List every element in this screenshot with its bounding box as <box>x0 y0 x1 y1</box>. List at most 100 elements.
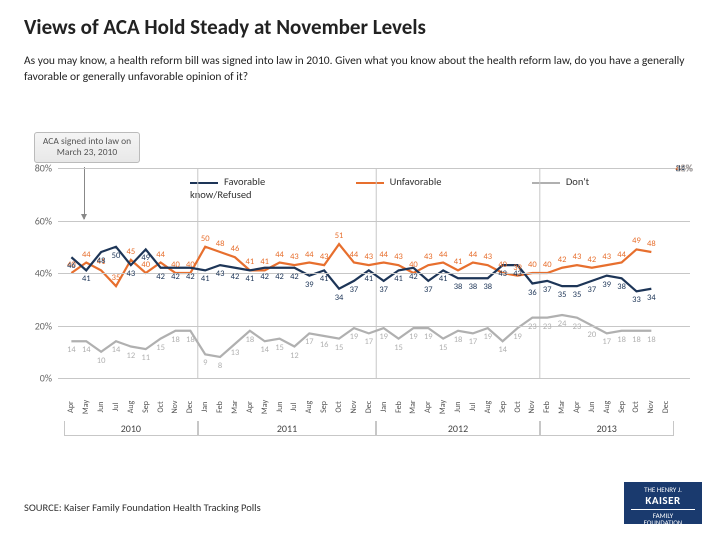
dontknow-value-label: 18 <box>171 335 180 345</box>
x-tick-label: Feb <box>394 401 404 413</box>
dontknow-value-label: 15 <box>156 343 165 353</box>
x-tick-label: Jun <box>453 402 463 413</box>
favorable-value-label: 42 <box>156 272 165 282</box>
x-tick-label: Nov <box>170 401 180 414</box>
unfavorable-value-label: 43 <box>424 252 433 262</box>
x-tick-label: Jan <box>200 402 210 413</box>
favorable-value-label: 42 <box>409 272 418 282</box>
dontknow-value-label: 19 <box>483 332 492 342</box>
logo-text: FOUNDATION <box>627 519 699 527</box>
unfavorable-value-label: 48 <box>216 239 225 249</box>
dontknow-value-label: 15 <box>335 343 344 353</box>
unfavorable-value-label: 43 <box>483 252 492 262</box>
year-label: 2012 <box>376 421 540 436</box>
favorable-value-label: 38 <box>454 282 463 292</box>
unfavorable-value-label: 44 <box>275 250 284 260</box>
unfavorable-value-label: 40 <box>528 260 537 270</box>
favorable-value-label: 36 <box>528 288 537 298</box>
x-tick-label: Aug <box>304 401 314 414</box>
x-tick-label: Mar <box>230 400 240 413</box>
x-tick-label: Jul <box>111 403 121 412</box>
dontknow-value-label: 15 <box>275 343 284 353</box>
x-tick-label: May <box>81 400 91 414</box>
favorable-value-label: 38 <box>483 282 492 292</box>
favorable-value-label: 43 <box>216 269 225 279</box>
unfavorable-value-label: 48 <box>647 239 656 249</box>
favorable-value-label: 42 <box>275 272 284 282</box>
year-label: 2011 <box>198 421 376 436</box>
kff-logo: THE HENRY J. KAISER FAMILY FOUNDATION <box>624 482 702 524</box>
x-tick-label: Feb <box>542 401 552 413</box>
unfavorable-value-label: 43 <box>573 252 582 262</box>
favorable-value-label: 49 <box>141 253 150 263</box>
favorable-value-label: 43 <box>127 269 136 279</box>
favorable-value-label: 41 <box>394 274 403 284</box>
x-tick-label: Oct <box>156 401 166 412</box>
favorable-value-label: 43 <box>513 269 522 279</box>
x-tick-label: Mar <box>557 400 567 413</box>
gridline <box>58 168 690 169</box>
unfavorable-value-label: 46 <box>231 244 240 254</box>
favorable-value-label: 35 <box>558 290 567 300</box>
dontknow-value-label: 14 <box>112 345 121 355</box>
year-label: 2010 <box>64 421 198 436</box>
x-tick-label: Jun <box>275 402 285 413</box>
dontknow-value-label: 23 <box>528 322 537 332</box>
y-tick-label: 40% <box>35 267 52 280</box>
unfavorable-value-label: 41 <box>246 257 255 267</box>
logo-text: KAISER <box>627 495 699 507</box>
x-tick-label: Nov <box>349 401 359 414</box>
dontknow-value-label: 19 <box>379 332 388 342</box>
x-tick-label: Dec <box>185 401 195 413</box>
unfavorable-value-label: 44 <box>305 250 314 260</box>
x-tick-label: Apr <box>66 401 76 413</box>
favorable-value-label: 41 <box>246 274 255 284</box>
favorable-value-label: 50 <box>112 251 121 261</box>
gridline <box>58 378 690 379</box>
x-tick-label: Nov <box>646 401 656 414</box>
unfavorable-value-label: 45 <box>127 247 136 257</box>
unfavorable-value-label: 40 <box>186 260 195 270</box>
gridline <box>58 221 690 222</box>
unfavorable-value-label: 49 <box>632 236 641 246</box>
unfavorable-value-label: 43 <box>602 252 611 262</box>
x-tick-label: Oct <box>334 401 344 412</box>
y-tick-label: 20% <box>35 319 52 332</box>
favorable-value-label: 37 <box>379 285 388 295</box>
x-tick-label: Feb <box>215 401 225 413</box>
dontknow-value-label: 16 <box>320 340 329 350</box>
favorable-value-label: 33 <box>632 295 641 305</box>
favorable-value-label: 37 <box>350 285 359 295</box>
dontknow-value-label: 12 <box>290 351 299 361</box>
favorable-value-label: 35 <box>573 290 582 300</box>
x-tick-label: Aug <box>126 401 136 414</box>
x-tick-label: Apr <box>423 401 433 413</box>
dontknow-value-label: 9 <box>203 358 207 368</box>
unfavorable-value-label: 35 <box>112 273 121 283</box>
favorable-value-label: 34 <box>647 293 656 303</box>
favorable-value-label: 37 <box>424 285 433 295</box>
favorable-value-label: 34 <box>335 293 344 303</box>
dontknow-value-label: 14 <box>260 345 269 355</box>
favorable-value-label: 42 <box>171 272 180 282</box>
unfavorable-value-label: 44 <box>469 250 478 260</box>
dontknow-value-label: 14 <box>67 345 76 355</box>
favorable-value-label: 41 <box>320 274 329 284</box>
x-tick-label: Jun <box>96 402 106 413</box>
favorable-value-label: 42 <box>231 272 240 282</box>
dontknow-value-label: 19 <box>424 332 433 342</box>
dontknow-value-label: 17 <box>305 337 314 347</box>
x-tick-label: Jan <box>379 402 389 413</box>
dontknow-value-label: 14 <box>82 345 91 355</box>
x-tick-label: Oct <box>513 401 523 412</box>
dontknow-value-label: 15 <box>439 343 448 353</box>
unfavorable-value-label: 44 <box>617 250 626 260</box>
x-tick-label: Mar <box>408 400 418 413</box>
dontknow-value-label: 19 <box>409 332 418 342</box>
unfavorable-value-label: 44 <box>156 250 165 260</box>
favorable-value-label: 39 <box>305 280 314 290</box>
dontknow-value-label: 18 <box>617 335 626 345</box>
x-tick-label: Sep <box>141 401 151 413</box>
favorable-value-label: 41 <box>364 274 373 284</box>
x-tick-label: Dec <box>364 401 374 413</box>
